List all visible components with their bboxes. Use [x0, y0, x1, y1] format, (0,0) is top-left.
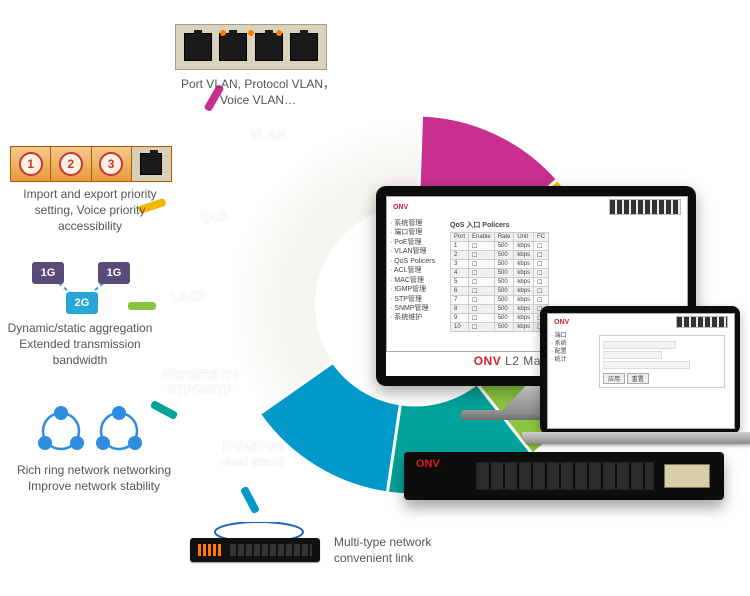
- qos-illustration: 1 2 3: [10, 146, 172, 182]
- qos-caption: Import and export priority setting, Voic…: [10, 186, 170, 235]
- bw-chip-left: 1G: [32, 262, 64, 284]
- port-strip: [175, 24, 327, 70]
- lacp-illustration: 1G 1G 2G: [26, 262, 136, 321]
- laptop: ONV · 端口· 系统· 配置· 统计 应用 重置: [540, 306, 740, 444]
- port-indicator-grid: [609, 199, 681, 215]
- ip-caption: Multi-type network convenient link: [334, 534, 454, 566]
- bw-chip-right: 1G: [98, 262, 130, 284]
- switch-sfp-slots: [664, 464, 710, 488]
- ring-illustration: [34, 404, 146, 463]
- bw-chip-sum: 2G: [66, 292, 98, 314]
- ring-icon: [92, 404, 146, 458]
- monitor-sidebar: · 系统管理· 端口管理· PoE管理· VLAN管理· QoS Policer…: [387, 217, 452, 351]
- vlan-caption: Port VLAN, Protocol VLAN，Voice VLAN…: [178, 76, 338, 108]
- rack-switch: ONV: [404, 452, 724, 500]
- diagram-stage: VLANQoSLACPERPS/RSTP/STP/MSTPIPV4/IPV6du…: [0, 0, 750, 596]
- small-switch-illustration: [190, 538, 320, 562]
- erps-caption: Rich ring network networking Improve net…: [14, 462, 174, 494]
- ring-icon: [34, 404, 88, 458]
- lacp-caption: Dynamic/static aggregation Extended tran…: [0, 320, 160, 369]
- onv-logo: ONV: [416, 458, 440, 470]
- onv-logo: ONV: [474, 354, 502, 368]
- vlan-ports-illustration: [175, 24, 327, 70]
- switch-ports: [476, 462, 654, 490]
